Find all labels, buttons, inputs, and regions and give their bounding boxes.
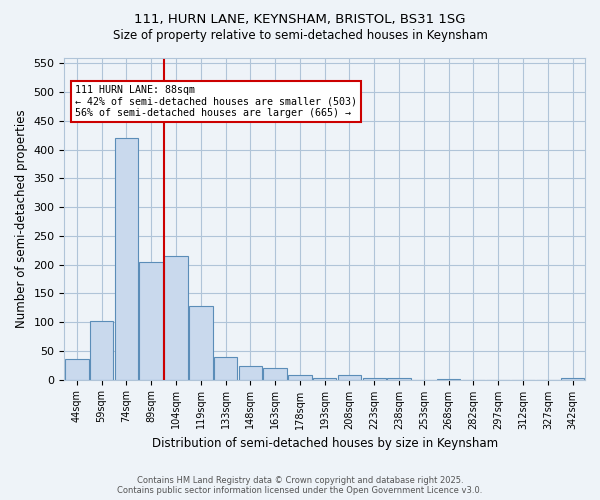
- Bar: [288, 375, 311, 380]
- Text: Size of property relative to semi-detached houses in Keynsham: Size of property relative to semi-detach…: [113, 29, 487, 42]
- Bar: [437, 379, 460, 380]
- Bar: [561, 378, 584, 380]
- Bar: [139, 262, 163, 380]
- Bar: [65, 360, 89, 380]
- Y-axis label: Number of semi-detached properties: Number of semi-detached properties: [15, 109, 28, 328]
- Bar: [115, 138, 138, 380]
- Bar: [90, 321, 113, 380]
- Bar: [263, 368, 287, 380]
- Bar: [338, 375, 361, 380]
- Text: 111 HURN LANE: 88sqm
← 42% of semi-detached houses are smaller (503)
56% of semi: 111 HURN LANE: 88sqm ← 42% of semi-detac…: [75, 85, 357, 118]
- Bar: [239, 366, 262, 380]
- Bar: [189, 306, 212, 380]
- Bar: [164, 256, 188, 380]
- Text: 111, HURN LANE, KEYNSHAM, BRISTOL, BS31 1SG: 111, HURN LANE, KEYNSHAM, BRISTOL, BS31 …: [134, 12, 466, 26]
- Bar: [313, 378, 337, 380]
- Bar: [387, 378, 411, 380]
- Bar: [362, 378, 386, 380]
- Bar: [214, 356, 238, 380]
- X-axis label: Distribution of semi-detached houses by size in Keynsham: Distribution of semi-detached houses by …: [152, 437, 498, 450]
- Text: Contains HM Land Registry data © Crown copyright and database right 2025.
Contai: Contains HM Land Registry data © Crown c…: [118, 476, 482, 495]
